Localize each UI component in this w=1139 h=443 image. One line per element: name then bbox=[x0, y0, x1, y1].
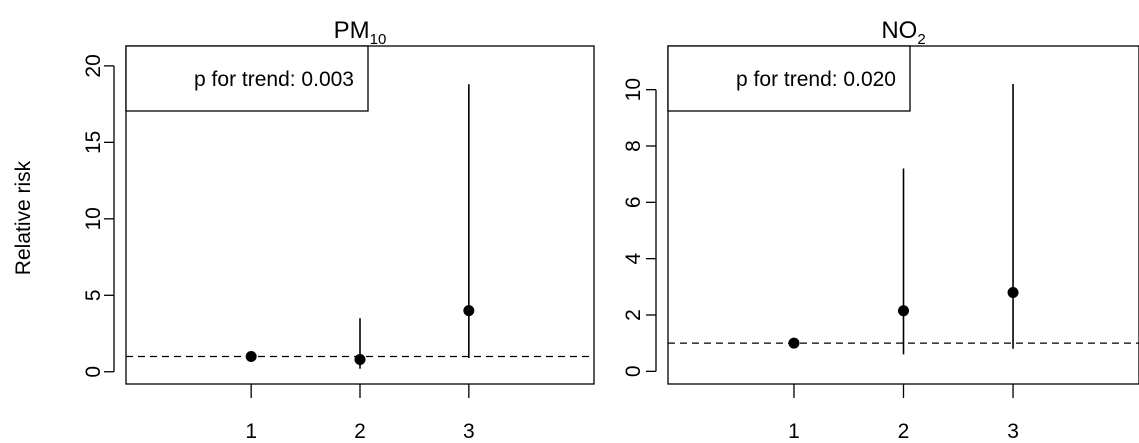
pm10-point bbox=[354, 354, 366, 366]
no2-point bbox=[898, 305, 909, 317]
y-axis-label: Relative risk bbox=[12, 160, 35, 275]
no2-y-tick-label: 6 bbox=[622, 196, 645, 208]
no2-x-tick-label: 3 bbox=[1007, 420, 1019, 443]
no2-x-tick-label: 2 bbox=[898, 420, 910, 443]
no2-title-subscript: 2 bbox=[917, 31, 925, 48]
pm10-y-tick-label: 0 bbox=[82, 366, 105, 378]
no2-trend-annotation: p for trend: 0.020 bbox=[736, 68, 896, 91]
no2-y-tick-label: 0 bbox=[622, 365, 645, 377]
no2-title: NO2 bbox=[881, 17, 925, 48]
pm10-y-tick-label: 15 bbox=[82, 131, 105, 154]
pm10-point bbox=[463, 305, 475, 317]
no2-point bbox=[1007, 286, 1019, 298]
no2-title-main: NO bbox=[881, 17, 917, 44]
pm10-x-tick-label: 1 bbox=[245, 420, 257, 443]
pm10-x-tick-label: 3 bbox=[463, 420, 475, 443]
no2-y-tick-label: 2 bbox=[622, 309, 645, 321]
pm10-y-tick-label: 20 bbox=[82, 54, 105, 77]
pm10-annotation-box bbox=[125, 45, 369, 112]
pm10-y-tick-label: 5 bbox=[82, 289, 105, 301]
pm10-x-tick-label: 2 bbox=[354, 420, 366, 443]
pm10-title-main: PM bbox=[334, 17, 370, 44]
no2-point bbox=[788, 337, 800, 349]
no2-y-tick-label: 10 bbox=[622, 78, 645, 101]
pm10-title: PM10 bbox=[334, 17, 387, 48]
pm10-trend-annotation: p for trend: 0.003 bbox=[194, 68, 354, 91]
pm10-y-tick-label: 10 bbox=[82, 207, 105, 230]
no2-x-tick-label: 1 bbox=[788, 420, 800, 443]
pm10-title-subscript: 10 bbox=[370, 31, 387, 48]
no2-y-tick-label: 4 bbox=[622, 253, 645, 265]
no2-y-tick-label: 8 bbox=[622, 140, 645, 152]
pm10-point bbox=[245, 350, 257, 362]
no2-annotation-box bbox=[667, 45, 911, 112]
